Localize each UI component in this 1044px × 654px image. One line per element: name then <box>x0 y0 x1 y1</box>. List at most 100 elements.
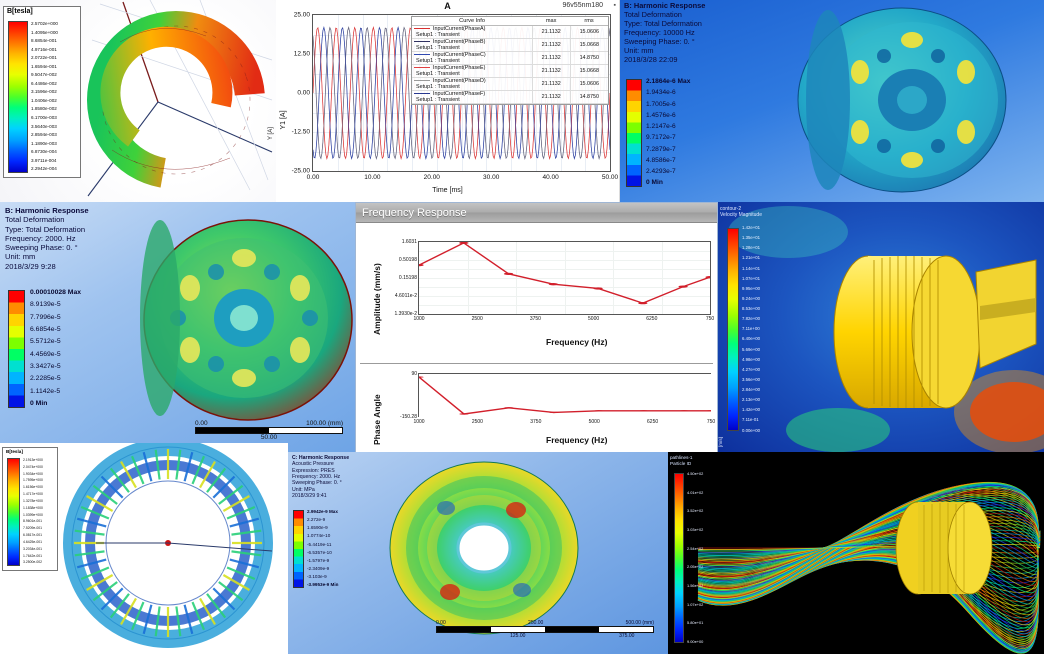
pathlines-geometry <box>697 481 1041 654</box>
legend-row: InputCurrent(PhaseD) Setup1 : Transient 21… <box>412 77 608 91</box>
data-point <box>679 410 689 412</box>
legend-value: 2.84e+00 <box>742 387 761 392</box>
legend-value: 6.6854e-5 <box>30 326 61 334</box>
legend-value: 1.56e+02 <box>687 583 704 589</box>
legend-value: 2.2942e-004 <box>31 166 57 172</box>
scale-start: 0.00 <box>436 620 446 626</box>
flux-streak <box>92 484 118 505</box>
y-axis-title: Y1 [A] <box>280 110 287 130</box>
legend-value: 2.13e+00 <box>742 397 761 403</box>
legend-column-header: Curve Info <box>412 17 533 26</box>
flux-streak <box>175 606 182 637</box>
legend-value: 4.4569e-5 <box>30 350 61 358</box>
legend-value: 2.9942e-9 Max <box>307 509 338 514</box>
scale-bar-graphic <box>436 626 654 633</box>
scale-start: 0.00 <box>195 420 208 427</box>
legend-value: 1.0774e-10 <box>307 533 331 539</box>
legend-value: 1.4717e+000 <box>23 492 43 497</box>
color-bar <box>727 228 739 431</box>
legend-value: 1.3278e+000 <box>23 498 43 503</box>
flux-streak <box>226 505 256 520</box>
data-point <box>638 410 649 412</box>
plot-title: A <box>444 1 451 11</box>
panel-fluent-pathlines: pathlines-1 Particle ID 4.50e+02 4.01e+02… <box>668 452 1044 654</box>
x-axis-title: Time [ms] <box>432 187 463 194</box>
flux-streak <box>218 581 244 602</box>
legend-value: 1.07e+02 <box>687 601 704 607</box>
scale-bar: 0.00 100.00 (mm) 50.00 <box>195 420 343 441</box>
deformation-legend: 2.1864e-6 Max 1.9434e-6 1.7005e-6 1.4576e-6… <box>626 78 690 187</box>
header-line: Expression: PRES <box>292 467 335 474</box>
legend-value: 4.27e+00 <box>742 366 761 372</box>
data-point <box>549 411 559 414</box>
legend-value: 1.7005e-6 <box>646 100 676 108</box>
plot-stamp: 96v55nm180 <box>562 2 603 9</box>
legend-value: -3.103e-9 <box>307 574 327 580</box>
legend-value: 1.1838e+000 <box>23 505 43 510</box>
flux-streak <box>109 467 130 493</box>
x-tick: 3750 <box>530 419 542 425</box>
header-line: Frequency: 2000. Hz <box>292 474 341 481</box>
scale-end: 100.00 (mm) <box>306 420 343 427</box>
legend-value: 6.8730e-004 <box>31 149 57 155</box>
legend-value: 2.5702e+000 <box>31 21 58 26</box>
x-tick: 1000 <box>413 316 425 322</box>
minimize-icon[interactable]: ▪ <box>613 2 616 9</box>
flux-streak <box>199 461 216 489</box>
legend-value: 3.9711e-004 <box>31 157 57 163</box>
acoustic-disc-geometry <box>389 461 579 635</box>
header-line: C: Harmonic Response <box>292 455 350 461</box>
header-line: Total Deformation <box>5 215 65 225</box>
legend-value: 1.7642e-001 <box>23 553 43 558</box>
flux-streak <box>212 475 236 499</box>
legend-value: 1.2147e-6 <box>646 123 676 131</box>
header-line: Type: Total Deformation <box>624 19 702 29</box>
legend-value: 0 Min <box>30 400 48 408</box>
data-point <box>706 410 711 412</box>
legend-title: B[tesla] <box>7 8 33 15</box>
legend-value: 1.8580e-002 <box>31 106 57 112</box>
flux-density-legend: B[tesla] 2.1913e+000 2.0474e+000 1.9034e+0… <box>2 447 58 571</box>
flux-streak <box>183 604 194 635</box>
scale-mid: 250.00 <box>528 620 544 626</box>
header-line: Acoustic Pressure <box>292 461 334 468</box>
legend-value: 5.69e+00 <box>742 346 761 352</box>
legend-value: 9.00e+00 <box>687 639 704 645</box>
flux-streak <box>183 451 194 482</box>
panel-maxwell-3d-flux: B[tesla] 2.5702e+000 1.4095e+000 8.6854e-0… <box>0 0 276 202</box>
legend-value-list: 4.50e+02 4.01e+02 3.52e+02 3.03e+02 2.54e+02… <box>687 472 703 644</box>
velocity-field-geometry <box>728 206 1044 453</box>
legend-value: 8.9139e-5 <box>30 301 61 309</box>
legend-value: 9.24e+00 <box>742 295 761 301</box>
legend-value: 1.21e+01 <box>742 255 761 261</box>
legend-rms: 15.0668 <box>569 38 608 52</box>
x-tick: 30.00 <box>483 174 500 181</box>
legend-value: 5.80e+01 <box>687 620 704 626</box>
header-line: Total Deformation <box>624 10 682 20</box>
header-line: 2018/3/28 22:09 <box>624 55 678 65</box>
stator-core-geometry <box>87 11 265 189</box>
legend-value: 6.4486e-002 <box>31 80 57 86</box>
data-point <box>419 263 424 267</box>
window-title-bar[interactable]: Frequency Response <box>356 203 717 223</box>
flux-streak <box>226 566 256 581</box>
legend-rms: 15.0606 <box>569 77 608 91</box>
legend-value: 1.07e+01 <box>742 275 761 281</box>
legend-max: 21.1132 <box>531 25 571 39</box>
legend-value: 3.03e+02 <box>687 527 704 533</box>
deformation-legend: 0.00010028 Max 8.9139e-5 7.7996e-5 6.6854e-… <box>8 289 81 408</box>
legend-value-list: 2.1913e+000 2.0474e+000 1.9034e+000 1.7595e… <box>23 458 43 566</box>
legend-value: 4.01e+02 <box>687 489 704 495</box>
header-line: 2018/3/29 9:41 <box>292 493 327 500</box>
legend-value: 2.272e-9 <box>307 517 326 523</box>
data-point <box>503 272 514 276</box>
data-point <box>459 242 469 245</box>
curve-info-legend: Curve Info max rms InputCurrent(PhaseA) Set… <box>411 16 609 105</box>
legend-column-header: max <box>532 17 571 26</box>
legend-value: 3.52e+02 <box>687 508 704 514</box>
y-tick: 1.3930e-2 <box>394 311 417 317</box>
legend-value-list: 2.1864e-6 Max 1.9434e-6 1.7005e-6 1.4576e-6… <box>646 78 690 187</box>
legend-row: InputCurrent(PhaseE) Setup1 : Transient 21… <box>412 64 608 78</box>
flux-streak <box>74 550 105 557</box>
legend-rms: 15.0668 <box>569 64 608 78</box>
